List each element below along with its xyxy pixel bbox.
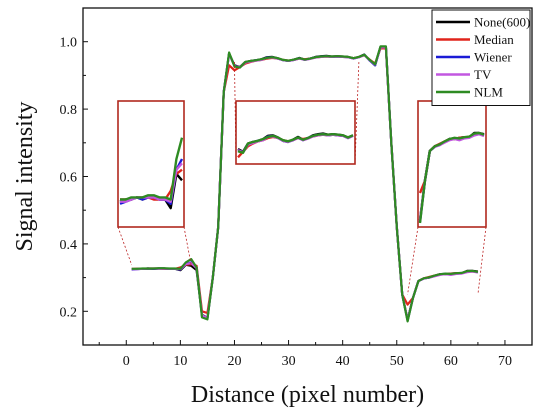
plot-area [131,45,479,323]
y-tick-label: 1.0 [60,36,78,51]
x-tick-label: 40 [336,354,350,369]
y-axis-title: Signal intensity [12,102,38,252]
legend-label: Median [474,32,514,47]
inset-series-line [237,132,354,155]
inset-series-line [120,137,184,201]
y-tick-label: 0.6 [60,171,78,186]
x-tick-label: 30 [282,354,296,369]
inset-right [417,100,487,228]
inset-connector [183,226,192,266]
x-tick-label: 0 [123,354,130,369]
axes: 0 10 20 30 40 50 60 70 0.2 0.4 0.6 0.8 1.0 [60,7,533,369]
series-line-nlm [131,45,479,323]
x-tick-label: 60 [444,354,458,369]
y-tick-label: 0.2 [60,305,78,320]
x-tick-label: 10 [173,354,187,369]
inset-frame [117,100,185,228]
legend: None(600) Median Wiener TV NLM [431,9,531,106]
x-tick-label: 50 [390,354,404,369]
inset-left [117,100,185,228]
zoom-insets [117,61,487,295]
inset-series-line [418,131,485,224]
legend-label: None(600) [474,15,530,30]
inset-middle [235,100,356,165]
legend-label: TV [474,67,492,82]
x-axis-title: Distance (pixel number) [191,382,424,408]
inset-connector [477,226,487,295]
inset-connector [117,226,133,266]
inset-connector [407,226,419,295]
y-tick-label: 0.8 [60,103,78,118]
x-tick-label: 20 [227,354,241,369]
x-tick-label: 70 [498,354,512,369]
y-tick-label: 0.4 [60,238,78,253]
inset-frame [235,100,356,165]
legend-label: Wiener [474,50,512,65]
legend-label: NLM [474,85,503,100]
